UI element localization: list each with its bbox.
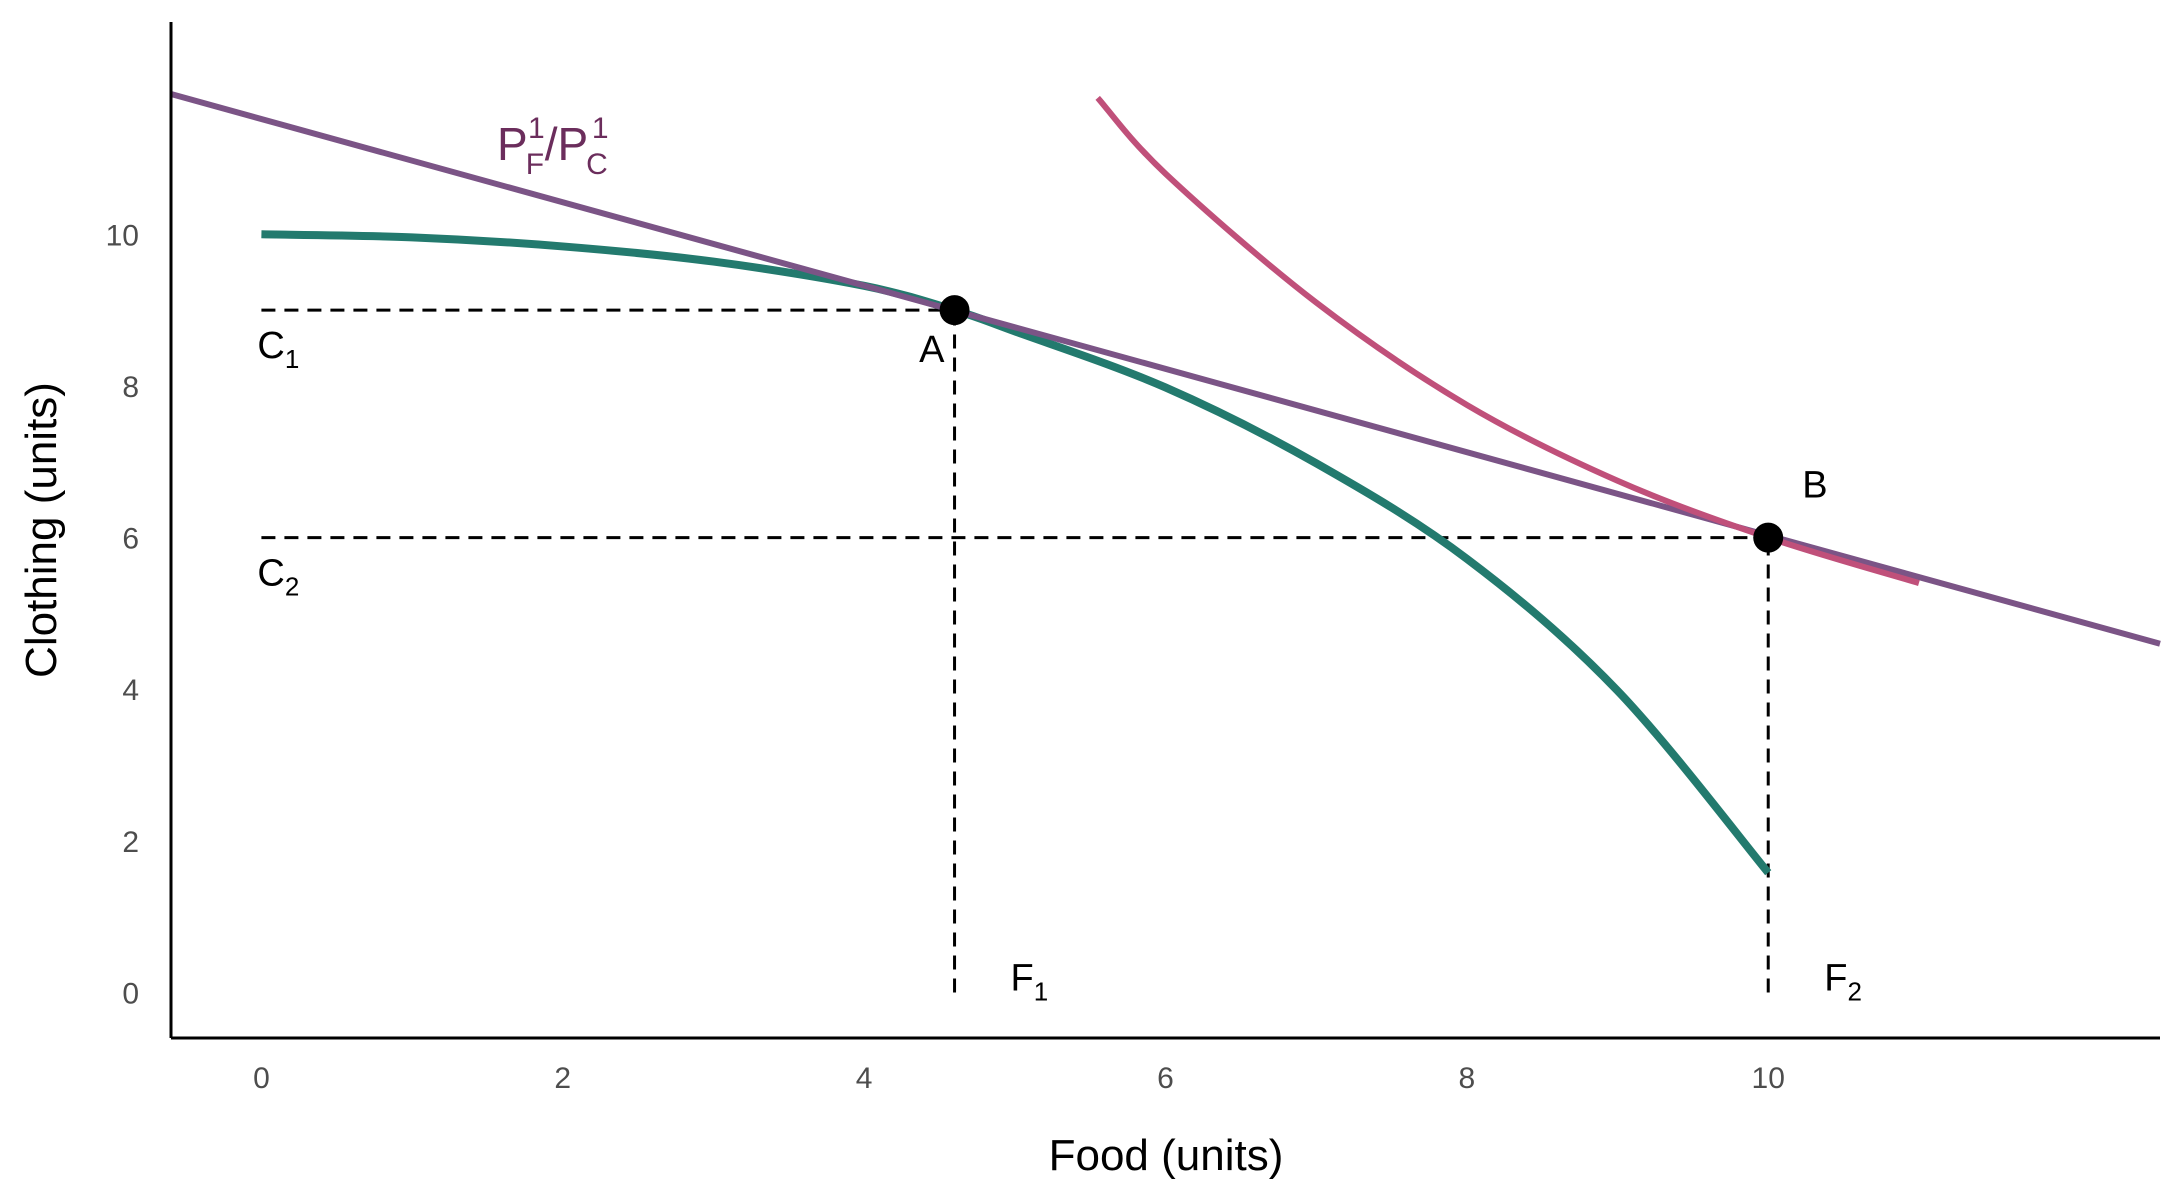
- x-axis-title: Food (units): [1049, 1131, 1284, 1180]
- series-lines: PF1/PC1: [170, 91, 2161, 876]
- reference-label-c1: C1: [257, 325, 299, 374]
- y-tick-label: 8: [122, 371, 139, 404]
- series-indifference_curve: [1095, 95, 1920, 586]
- y-tick-label: 10: [106, 219, 139, 252]
- x-tick-label: 2: [554, 1062, 571, 1095]
- price-line-label: PF1/PC1: [497, 112, 609, 181]
- reference-lines: C1 C2 F1 F2: [257, 308, 1862, 1007]
- x-tick-label: 4: [856, 1062, 873, 1095]
- x-tick-label: 10: [1752, 1062, 1785, 1095]
- point-label-B: B: [1802, 465, 1827, 507]
- y-tick-label: 0: [122, 978, 139, 1011]
- series-ppf: [261, 230, 1772, 876]
- series-price_line: [170, 91, 2161, 647]
- point-A: [939, 295, 970, 326]
- y-tick-label: 4: [122, 674, 139, 707]
- y-tick-label: 6: [122, 523, 139, 556]
- x-tick-label: 0: [253, 1062, 270, 1095]
- point-B: [1753, 522, 1784, 553]
- highlight-points: AB: [919, 295, 1828, 553]
- axes: [169, 22, 2160, 1040]
- tick-labels: 0 2 4 6 8 10 0 2 4 6 8 10: [106, 219, 1785, 1095]
- x-tick-label: 6: [1157, 1062, 1174, 1095]
- reference-label-f1: F1: [1011, 958, 1049, 1007]
- point-label-A: A: [919, 329, 945, 371]
- reference-label-c2: C2: [257, 553, 299, 602]
- x-tick-label: 8: [1459, 1062, 1476, 1095]
- y-tick-label: 2: [122, 826, 139, 859]
- reference-label-f2: F2: [1824, 958, 1862, 1007]
- y-axis-title: Clothing (units): [17, 382, 66, 678]
